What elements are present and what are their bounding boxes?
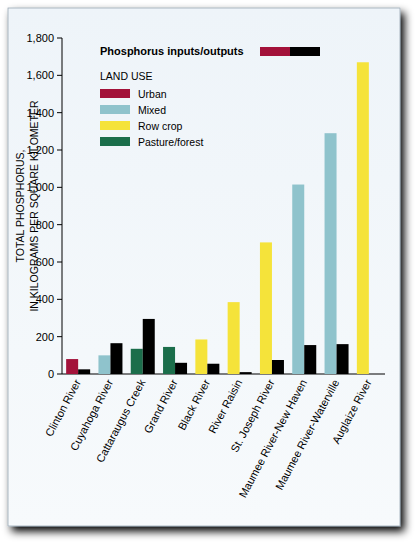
y-tick [57, 75, 62, 76]
x-tick-label: Grand River [141, 377, 180, 435]
legend-swatch [100, 89, 130, 98]
legend-swatch [100, 137, 130, 146]
bar [272, 360, 284, 374]
y-tick [57, 262, 62, 263]
y-tick [57, 150, 62, 151]
bar [357, 62, 369, 374]
bar [131, 349, 143, 374]
y-tick [57, 336, 62, 337]
y-tick-label: 200 [36, 331, 54, 343]
bar [325, 133, 337, 374]
y-tick [57, 299, 62, 300]
y-tick [57, 187, 62, 188]
y-axis [62, 38, 63, 374]
legend-swatch [260, 47, 290, 56]
bar [110, 343, 122, 374]
bar [98, 355, 110, 374]
bar [195, 339, 207, 374]
bar [260, 242, 272, 374]
y-tick [57, 38, 62, 39]
y-tick-label: 0 [48, 368, 54, 380]
y-tick [57, 112, 62, 113]
bar [66, 359, 78, 374]
x-tick-label: River Raisin [206, 377, 244, 435]
y-tick [57, 374, 62, 375]
legend-label: Row crop [138, 120, 183, 132]
bar [337, 344, 349, 374]
card [8, 8, 400, 526]
y-axis-title: IN KILOGRAMS PER SQUARE KILOMETER [28, 100, 40, 312]
legend-label: Mixed [138, 104, 166, 116]
bar [228, 302, 240, 374]
bar [163, 347, 175, 374]
bars [66, 62, 369, 374]
bar [78, 369, 90, 374]
y-tick-label: 1,600 [26, 69, 54, 81]
legend-label: Pasture/forest [138, 136, 203, 148]
legend-swatch [100, 105, 130, 114]
legend-title: LAND USE [100, 70, 153, 82]
x-tick-label: Cattaraugus Creek [94, 377, 148, 465]
legend-title: Phosphorus inputs/outputs [100, 45, 244, 57]
x-tick-label: Maumee River-Waterville [273, 377, 341, 491]
x-tick-label: Black River [175, 377, 212, 432]
x-tick-label: Auglaize River [330, 377, 374, 446]
bar [292, 185, 304, 374]
y-axis-title: TOTAL PHOSPHORUS, [14, 150, 26, 263]
bar [304, 345, 316, 374]
bar [207, 364, 219, 374]
y-tick-label: 1,800 [26, 32, 54, 44]
bar [175, 363, 187, 374]
chart: 02004006008001,0001,2001,4001,6001,800TO… [0, 0, 420, 544]
bar [143, 319, 155, 374]
legend-swatch [290, 47, 320, 56]
bar [240, 372, 252, 374]
legend-label: Urban [138, 88, 167, 100]
y-tick [57, 224, 62, 225]
legend-swatch [100, 121, 130, 130]
